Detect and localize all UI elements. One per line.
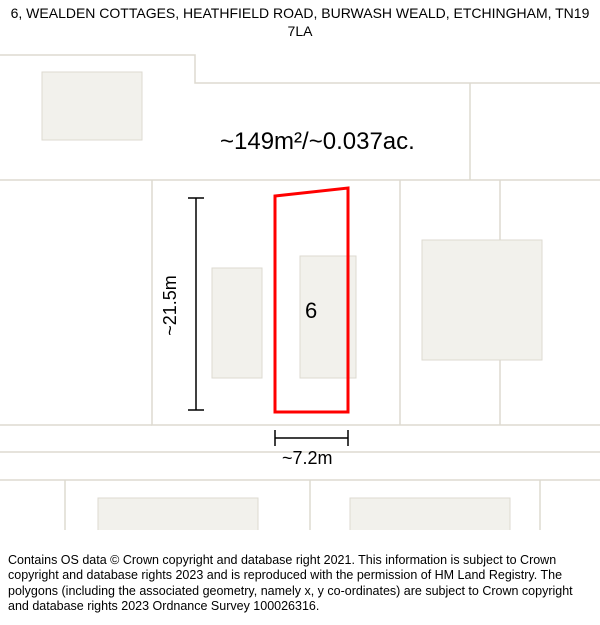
plot-number: 6 (305, 298, 317, 324)
area-label: ~149m²/~0.037ac. (220, 128, 415, 156)
width-label: ~7.2m (282, 448, 333, 469)
height-label: ~21.5m (160, 275, 181, 336)
map-area: ~149m²/~0.037ac. ~21.5m ~7.2m 6 (0, 40, 600, 530)
copyright-footer: Contains OS data © Crown copyright and d… (0, 547, 600, 625)
address-title: 6, WEALDEN COTTAGES, HEATHFIELD ROAD, BU… (8, 4, 592, 40)
